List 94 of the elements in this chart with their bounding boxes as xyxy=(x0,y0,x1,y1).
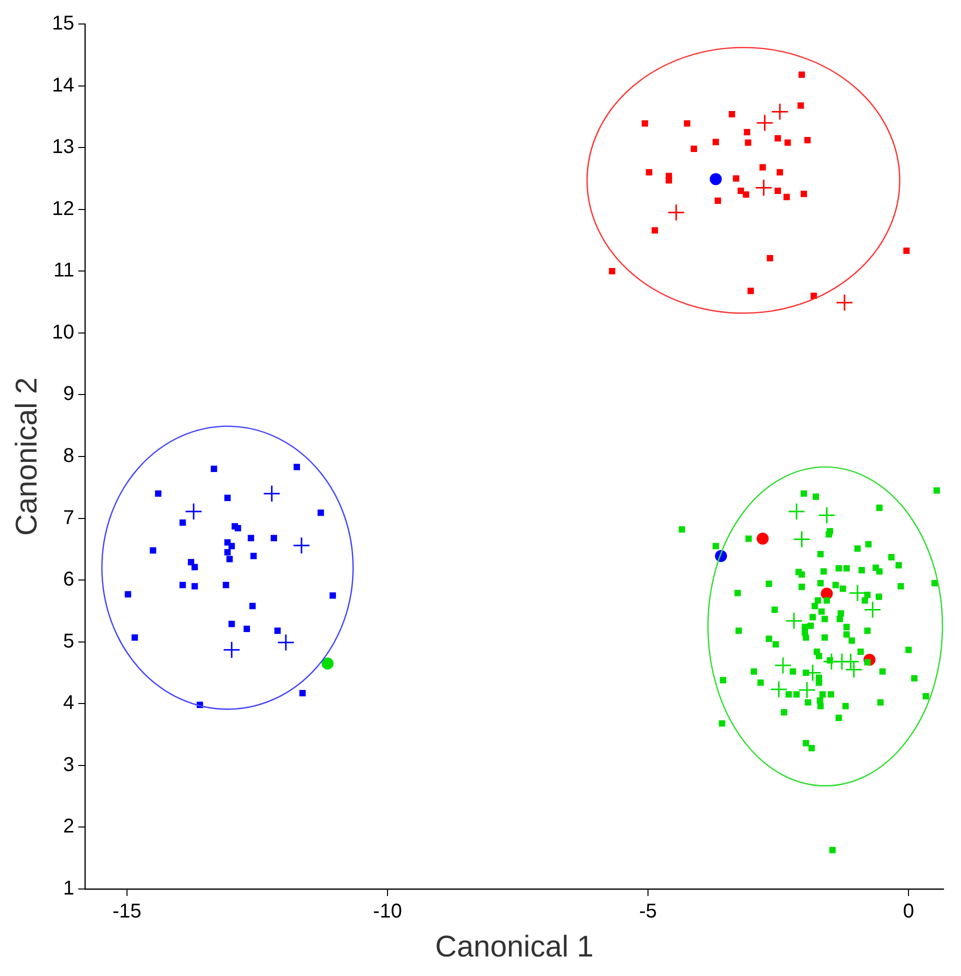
point xyxy=(770,680,788,698)
point xyxy=(785,612,803,630)
y-tick-label: 2 xyxy=(63,816,74,838)
y-tick-label: 6 xyxy=(63,568,74,591)
point xyxy=(666,177,672,184)
point xyxy=(788,502,806,520)
point xyxy=(756,114,774,132)
point xyxy=(759,164,766,171)
point xyxy=(744,128,750,136)
point xyxy=(774,656,792,674)
point xyxy=(155,490,162,497)
point xyxy=(903,248,910,254)
point xyxy=(210,466,218,472)
point xyxy=(845,660,863,678)
y-tick-label: 11 xyxy=(53,260,74,282)
point xyxy=(714,198,722,204)
y-tick-label: 7 xyxy=(63,506,74,529)
point xyxy=(652,227,658,234)
point xyxy=(191,564,198,570)
point xyxy=(710,173,722,186)
point xyxy=(818,506,836,524)
point xyxy=(277,634,295,652)
point xyxy=(667,204,685,222)
point xyxy=(318,510,324,516)
point xyxy=(756,532,769,545)
y-tick-label: 10 xyxy=(52,321,74,344)
point xyxy=(642,120,648,127)
point xyxy=(754,178,772,196)
point xyxy=(771,102,789,120)
point xyxy=(800,190,808,198)
point xyxy=(263,484,281,502)
point xyxy=(180,519,186,526)
point xyxy=(292,536,310,554)
y-tick-label: 3 xyxy=(63,754,74,776)
y-tick-label: 15 xyxy=(52,12,74,35)
point xyxy=(226,556,233,562)
point xyxy=(804,136,811,144)
point xyxy=(728,111,736,118)
point xyxy=(774,135,781,142)
x-tick-label: -5 xyxy=(639,900,657,923)
point xyxy=(184,502,202,520)
point xyxy=(864,600,882,618)
point xyxy=(191,583,198,590)
point xyxy=(180,582,186,588)
point xyxy=(294,464,300,470)
point xyxy=(646,169,652,176)
point xyxy=(150,547,156,554)
point xyxy=(798,681,816,699)
point xyxy=(244,626,250,632)
point xyxy=(322,657,334,670)
point xyxy=(783,194,790,200)
point xyxy=(228,542,235,550)
point xyxy=(798,71,805,78)
y-tick-label: 13 xyxy=(52,136,74,158)
point xyxy=(766,254,774,262)
point xyxy=(222,641,240,659)
point xyxy=(798,102,804,109)
y-tick-label: 8 xyxy=(63,445,74,468)
point xyxy=(836,294,854,312)
point xyxy=(132,634,138,641)
y-tick-label: 9 xyxy=(63,383,74,406)
point xyxy=(224,494,231,502)
point xyxy=(224,549,231,556)
y-tick-label: 4 xyxy=(63,692,74,714)
point xyxy=(234,524,242,532)
point xyxy=(774,188,781,194)
point xyxy=(274,628,281,634)
point xyxy=(228,620,235,628)
x-axis-title: Canonical 1 xyxy=(435,930,594,964)
point xyxy=(712,138,719,146)
y-tick-label: 1 xyxy=(63,878,74,900)
point xyxy=(732,175,740,182)
point xyxy=(842,652,860,670)
point xyxy=(124,591,132,598)
point xyxy=(684,120,690,127)
point xyxy=(690,146,698,152)
y-tick-label: 12 xyxy=(52,198,74,220)
point xyxy=(738,188,744,194)
x-tick-label: 0 xyxy=(903,900,914,923)
x-tick-label: -10 xyxy=(373,900,402,923)
y-axis-title: Canonical 2 xyxy=(10,377,44,536)
point xyxy=(748,288,754,294)
point xyxy=(330,592,336,599)
point xyxy=(848,584,866,602)
point xyxy=(744,139,752,146)
point xyxy=(608,268,616,274)
point xyxy=(299,690,306,696)
point xyxy=(776,169,784,176)
y-tick-label: 5 xyxy=(63,630,74,652)
point xyxy=(784,139,791,146)
point xyxy=(793,530,811,548)
y-tick-label: 14 xyxy=(52,74,74,96)
point xyxy=(270,534,278,542)
x-tick-label: -15 xyxy=(112,900,142,923)
